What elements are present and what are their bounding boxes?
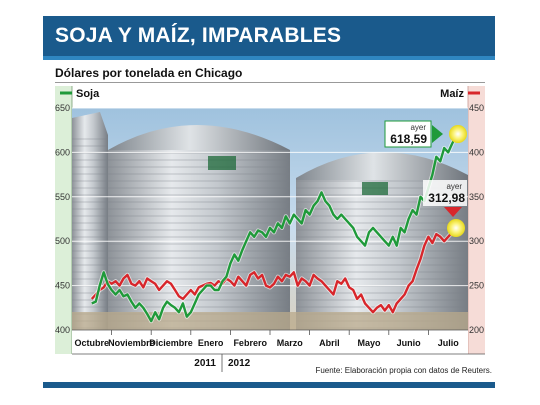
legend-maiz-label: Maíz: [440, 88, 464, 100]
month-label: Mayo: [357, 338, 381, 348]
right-tick-label: 250: [469, 281, 484, 291]
annotation-maiz: ayer 312,98: [423, 180, 467, 237]
left-axis-band: [55, 86, 72, 354]
soja-arrow-icon: [432, 125, 443, 143]
month-label: Enero: [198, 338, 224, 348]
month-label: Octubre: [75, 338, 110, 348]
chart-subtitle: Dólares por tonelada en Chicago: [55, 66, 243, 80]
svg-text:618,59: 618,59: [390, 132, 427, 146]
right-axis: 200 250 300 350 400 450: [469, 103, 484, 335]
left-tick-label: 600: [55, 147, 70, 157]
left-axis: 400 450 500 550 600 650: [55, 103, 70, 335]
page-title: SOJA Y MAÍZ, IMPARABLES: [55, 24, 342, 47]
svg-text:ayer: ayer: [446, 182, 462, 191]
legend-soja-label: Soja: [76, 88, 100, 100]
month-label: Febrero: [233, 338, 267, 348]
maiz-highlight-icon: [447, 219, 465, 237]
left-tick-label: 500: [55, 236, 70, 246]
annotation-soja: ayer 618,59: [384, 120, 467, 148]
source-note: Fuente: Elaboración propia con datos de …: [315, 366, 492, 375]
month-label: Julio: [438, 338, 460, 348]
left-tick-label: 650: [55, 103, 70, 113]
soja-highlight-icon: [449, 125, 467, 143]
title-banner: SOJA Y MAÍZ, IMPARABLES: [43, 16, 495, 60]
maiz-arrow-icon: [444, 207, 462, 217]
subtitle-divider: [55, 82, 485, 83]
year-label-2011: 2011: [194, 358, 216, 369]
left-tick-label: 450: [55, 281, 70, 291]
series-line-maiz: [90, 228, 457, 314]
month-label: Junio: [397, 338, 422, 348]
footer-bar: [43, 382, 495, 388]
month-label: Abril: [319, 338, 340, 348]
right-tick-label: 450: [469, 103, 484, 113]
series-layer: [90, 134, 458, 324]
series-line-soja: [91, 135, 458, 323]
right-tick-label: 300: [469, 236, 484, 246]
year-label-2012: 2012: [228, 358, 251, 369]
right-tick-label: 400: [469, 147, 484, 157]
left-tick-label: 400: [55, 325, 70, 335]
left-tick-label: 550: [55, 192, 70, 202]
right-tick-label: 200: [469, 325, 484, 335]
right-tick-label: 350: [469, 192, 484, 202]
month-label: Noviembre: [108, 338, 155, 348]
svg-text:312,98: 312,98: [428, 191, 465, 205]
svg-text:ayer: ayer: [410, 123, 426, 132]
month-label: Marzo: [277, 338, 304, 348]
right-axis-band: [468, 86, 485, 354]
month-label: Diciembre: [149, 338, 193, 348]
